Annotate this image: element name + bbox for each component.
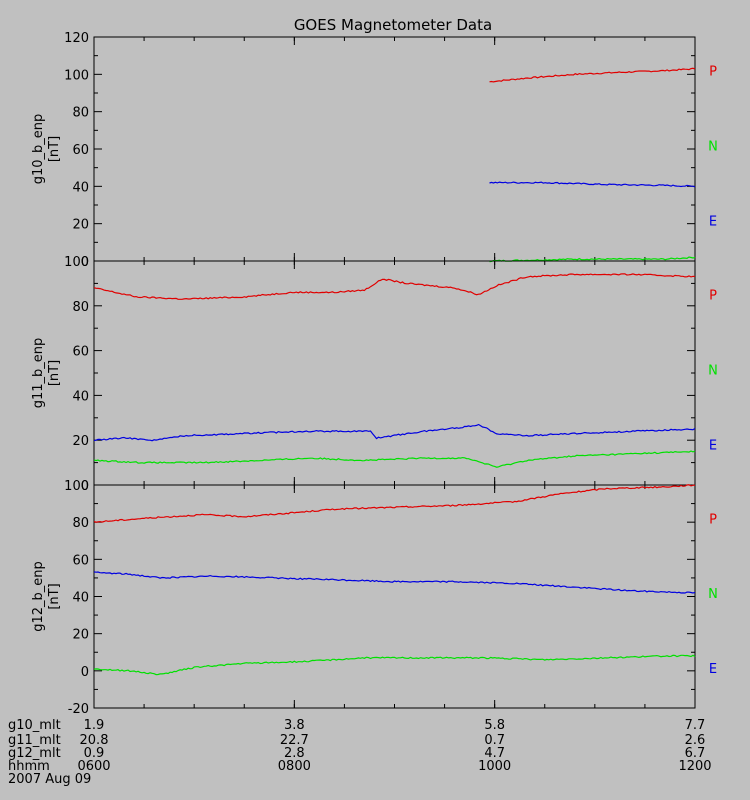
x-row-value: 6.7 bbox=[685, 746, 706, 761]
y-tick-label: 40 bbox=[72, 180, 89, 195]
y-axis-label: g11_b_enp bbox=[31, 338, 46, 409]
x-row-value: 5.8 bbox=[484, 718, 505, 733]
legend-N: N bbox=[708, 140, 718, 155]
y-axis-unit: [nT] bbox=[47, 360, 62, 386]
y-tick-label: 60 bbox=[72, 345, 89, 360]
y-axis-label: g10_b_enp bbox=[31, 114, 46, 185]
legend-P: P bbox=[709, 65, 717, 80]
x-row-value: 0800 bbox=[278, 759, 311, 774]
x-row-label: hhmm bbox=[8, 759, 50, 774]
x-row-value: 0.7 bbox=[484, 733, 505, 748]
legend-E: E bbox=[709, 439, 717, 454]
series-line-P bbox=[93, 273, 696, 300]
y-tick-label: 100 bbox=[64, 479, 89, 494]
legend-N: N bbox=[708, 364, 718, 379]
x-row-value: 0600 bbox=[77, 759, 110, 774]
panel-frame bbox=[93, 36, 696, 262]
y-tick-label: 20 bbox=[72, 628, 89, 643]
y-tick-label: 40 bbox=[72, 591, 89, 606]
y-tick-label: 40 bbox=[72, 389, 89, 404]
y-tick-label: 20 bbox=[72, 434, 89, 449]
x-row-value: 2.6 bbox=[685, 733, 706, 748]
y-tick-label: -20 bbox=[68, 702, 89, 717]
legend-E: E bbox=[709, 215, 717, 230]
legend-P: P bbox=[709, 289, 717, 304]
y-tick-label: 0 bbox=[81, 479, 89, 494]
date-label: 2007 Aug 09 bbox=[8, 772, 91, 787]
panel-2: 0 20 40 60 80 100 g11_b_enp [nT] P N E bbox=[31, 255, 718, 494]
x-row-value: 2.8 bbox=[284, 746, 305, 761]
y-tick-label: 80 bbox=[72, 106, 89, 121]
legend-E: E bbox=[709, 662, 717, 677]
y-axis-unit: [nT] bbox=[47, 583, 62, 609]
series-line-P bbox=[93, 484, 696, 523]
legend-N: N bbox=[708, 587, 718, 602]
y-tick-label: 20 bbox=[72, 218, 89, 233]
series-line-E bbox=[93, 423, 696, 442]
x-row-value: 22.7 bbox=[280, 733, 309, 748]
series-line-P bbox=[489, 67, 696, 83]
y-tick-label: 0 bbox=[81, 255, 89, 270]
y-axis-label: g12_b_enp bbox=[31, 561, 46, 632]
x-row-value: 7.7 bbox=[685, 718, 706, 733]
panel-frame bbox=[93, 260, 696, 486]
series-line-N bbox=[93, 654, 696, 676]
panel-frame bbox=[93, 484, 696, 709]
chart-title: GOES Magnetometer Data bbox=[294, 16, 492, 34]
y-tick-label: 60 bbox=[72, 553, 89, 568]
legend-P: P bbox=[709, 512, 717, 527]
y-tick-label: 120 bbox=[64, 31, 89, 46]
y-tick-label: 100 bbox=[64, 255, 89, 270]
y-tick-label: 80 bbox=[72, 516, 89, 531]
x-row-label: g10_mlt bbox=[8, 718, 61, 733]
y-tick-label: 80 bbox=[72, 300, 89, 315]
y-tick-label: 0 bbox=[81, 665, 89, 680]
x-row-label: g11_mlt bbox=[8, 733, 61, 748]
series-line-N bbox=[93, 450, 696, 468]
x-row-value: 0.9 bbox=[84, 746, 105, 761]
y-axis-unit: [nT] bbox=[47, 136, 62, 162]
panel-1: 0 20 40 60 80 100 120 g10_b_enp [nT] P N E bbox=[31, 31, 718, 270]
y-tick-label: 60 bbox=[72, 143, 89, 158]
x-row-value: 1000 bbox=[478, 759, 511, 774]
x-row-value: 4.7 bbox=[484, 746, 505, 761]
x-row-value: 1200 bbox=[678, 759, 711, 774]
x-row-value: 1.9 bbox=[84, 718, 105, 733]
x-row-value: 3.8 bbox=[284, 718, 305, 733]
series-line-E bbox=[489, 181, 696, 188]
series-line-E bbox=[93, 571, 696, 594]
panel-3: -20 0 20 40 60 80 100 g12_b_enp [nT] P N E bbox=[31, 479, 718, 717]
y-tick-label: 100 bbox=[64, 68, 89, 83]
x-row-value: 20.8 bbox=[80, 733, 109, 748]
x-row-label: g12_mlt bbox=[8, 746, 61, 761]
x-axis-table: g10_mlt 1.9 3.8 5.8 7.7 g11_mlt 20.8 22.7 0.7 2.6… bbox=[8, 718, 712, 787]
